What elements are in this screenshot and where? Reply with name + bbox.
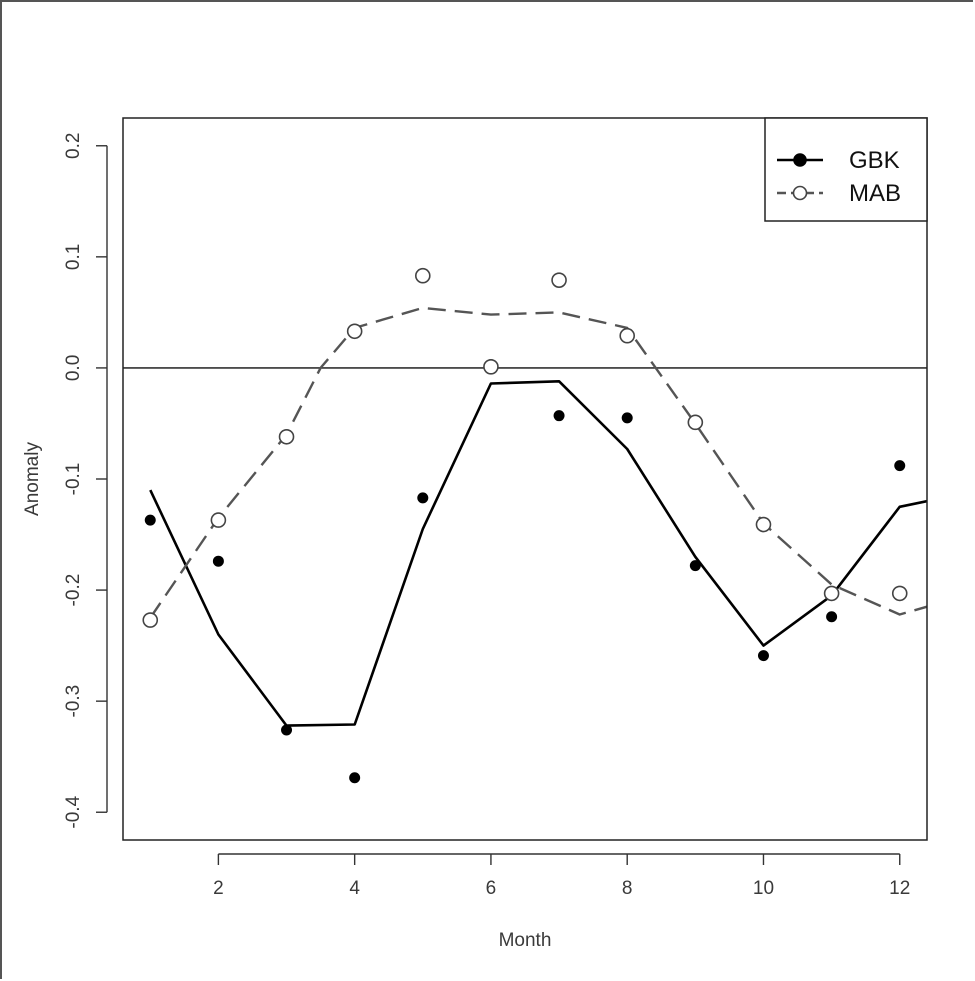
gbk-data-point xyxy=(757,650,769,662)
gbk-data-point xyxy=(621,412,633,424)
gbk-data-point xyxy=(212,555,224,567)
mab-data-point xyxy=(414,267,431,284)
gbk-data-point xyxy=(826,611,838,623)
y-tick-label: 0.1 xyxy=(63,244,84,270)
legend-gbk-label: GBK xyxy=(849,147,900,174)
y-tick-label: -0.2 xyxy=(63,574,84,607)
x-tick-label: 2 xyxy=(213,878,224,899)
mab-data-point xyxy=(210,512,227,528)
y-tick-label: -0.3 xyxy=(63,685,84,718)
legend-mab-label: MAB xyxy=(849,180,901,207)
gbk-smoothed-line xyxy=(149,380,927,727)
mab-data-point xyxy=(483,359,499,375)
mab-data-point xyxy=(551,272,567,288)
x-tick-label: 8 xyxy=(622,878,633,899)
mab-data-point xyxy=(891,585,908,602)
x-axis-title: Month xyxy=(499,930,552,951)
gbk-data-point xyxy=(894,460,906,472)
gbk-data-point xyxy=(281,724,293,736)
y-axis-title: Anomaly xyxy=(22,442,43,516)
y-tick-label: -0.4 xyxy=(63,795,84,828)
mab-smoothed-line xyxy=(149,306,927,619)
legend-gbk-marker xyxy=(793,153,807,167)
mab-data-point xyxy=(619,327,636,344)
mab-data-point xyxy=(278,428,295,445)
plot-area-border xyxy=(122,117,928,841)
gbk-data-point xyxy=(689,560,701,572)
y-tick-label: 0.0 xyxy=(63,355,84,381)
gbk-data-point xyxy=(144,514,156,526)
gbk-data-point xyxy=(417,492,429,504)
y-tick-label: -0.1 xyxy=(63,463,84,496)
gbk-data-point xyxy=(553,410,565,422)
x-tick-label: 6 xyxy=(486,878,497,899)
x-tick-label: 10 xyxy=(753,878,774,899)
legend: GBK MAB xyxy=(764,117,928,222)
mab-data-point xyxy=(823,585,840,602)
y-tick-label: 0.2 xyxy=(63,133,84,159)
legend-mab-marker xyxy=(792,185,808,201)
mab-data-point xyxy=(346,323,363,340)
mab-data-point xyxy=(755,516,772,533)
x-tick-label: 4 xyxy=(349,878,360,899)
mab-data-point xyxy=(142,612,159,628)
mab-data-point xyxy=(687,414,704,431)
gbk-data-point xyxy=(349,772,361,784)
x-tick-label: 12 xyxy=(889,878,910,899)
legend-box xyxy=(764,117,928,222)
